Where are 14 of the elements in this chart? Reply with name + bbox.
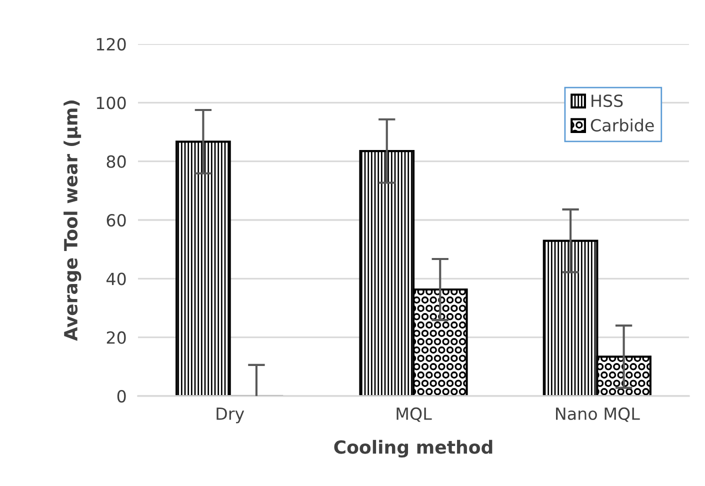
legend-label: Carbide [590,118,654,132]
y-axis-title: Average Tool wear (µm) [64,100,82,341]
y-tick-label: 80 [106,155,126,168]
x-axis-title: Cooling method [334,440,492,458]
x-tick-label: Dry [216,408,244,424]
x-tick-label: Nano MQL [556,407,640,422]
y-tick-label: 20 [106,331,126,344]
y-tick-label: 120 [96,38,126,51]
legend-label: HSS [592,94,623,108]
y-tick-label: 60 [106,214,126,227]
y-tick-label: 100 [96,96,126,110]
y-tick-label: 40 [106,272,126,286]
y-tick-label: 0 [117,390,126,403]
x-tick-label: MQL [396,407,432,422]
